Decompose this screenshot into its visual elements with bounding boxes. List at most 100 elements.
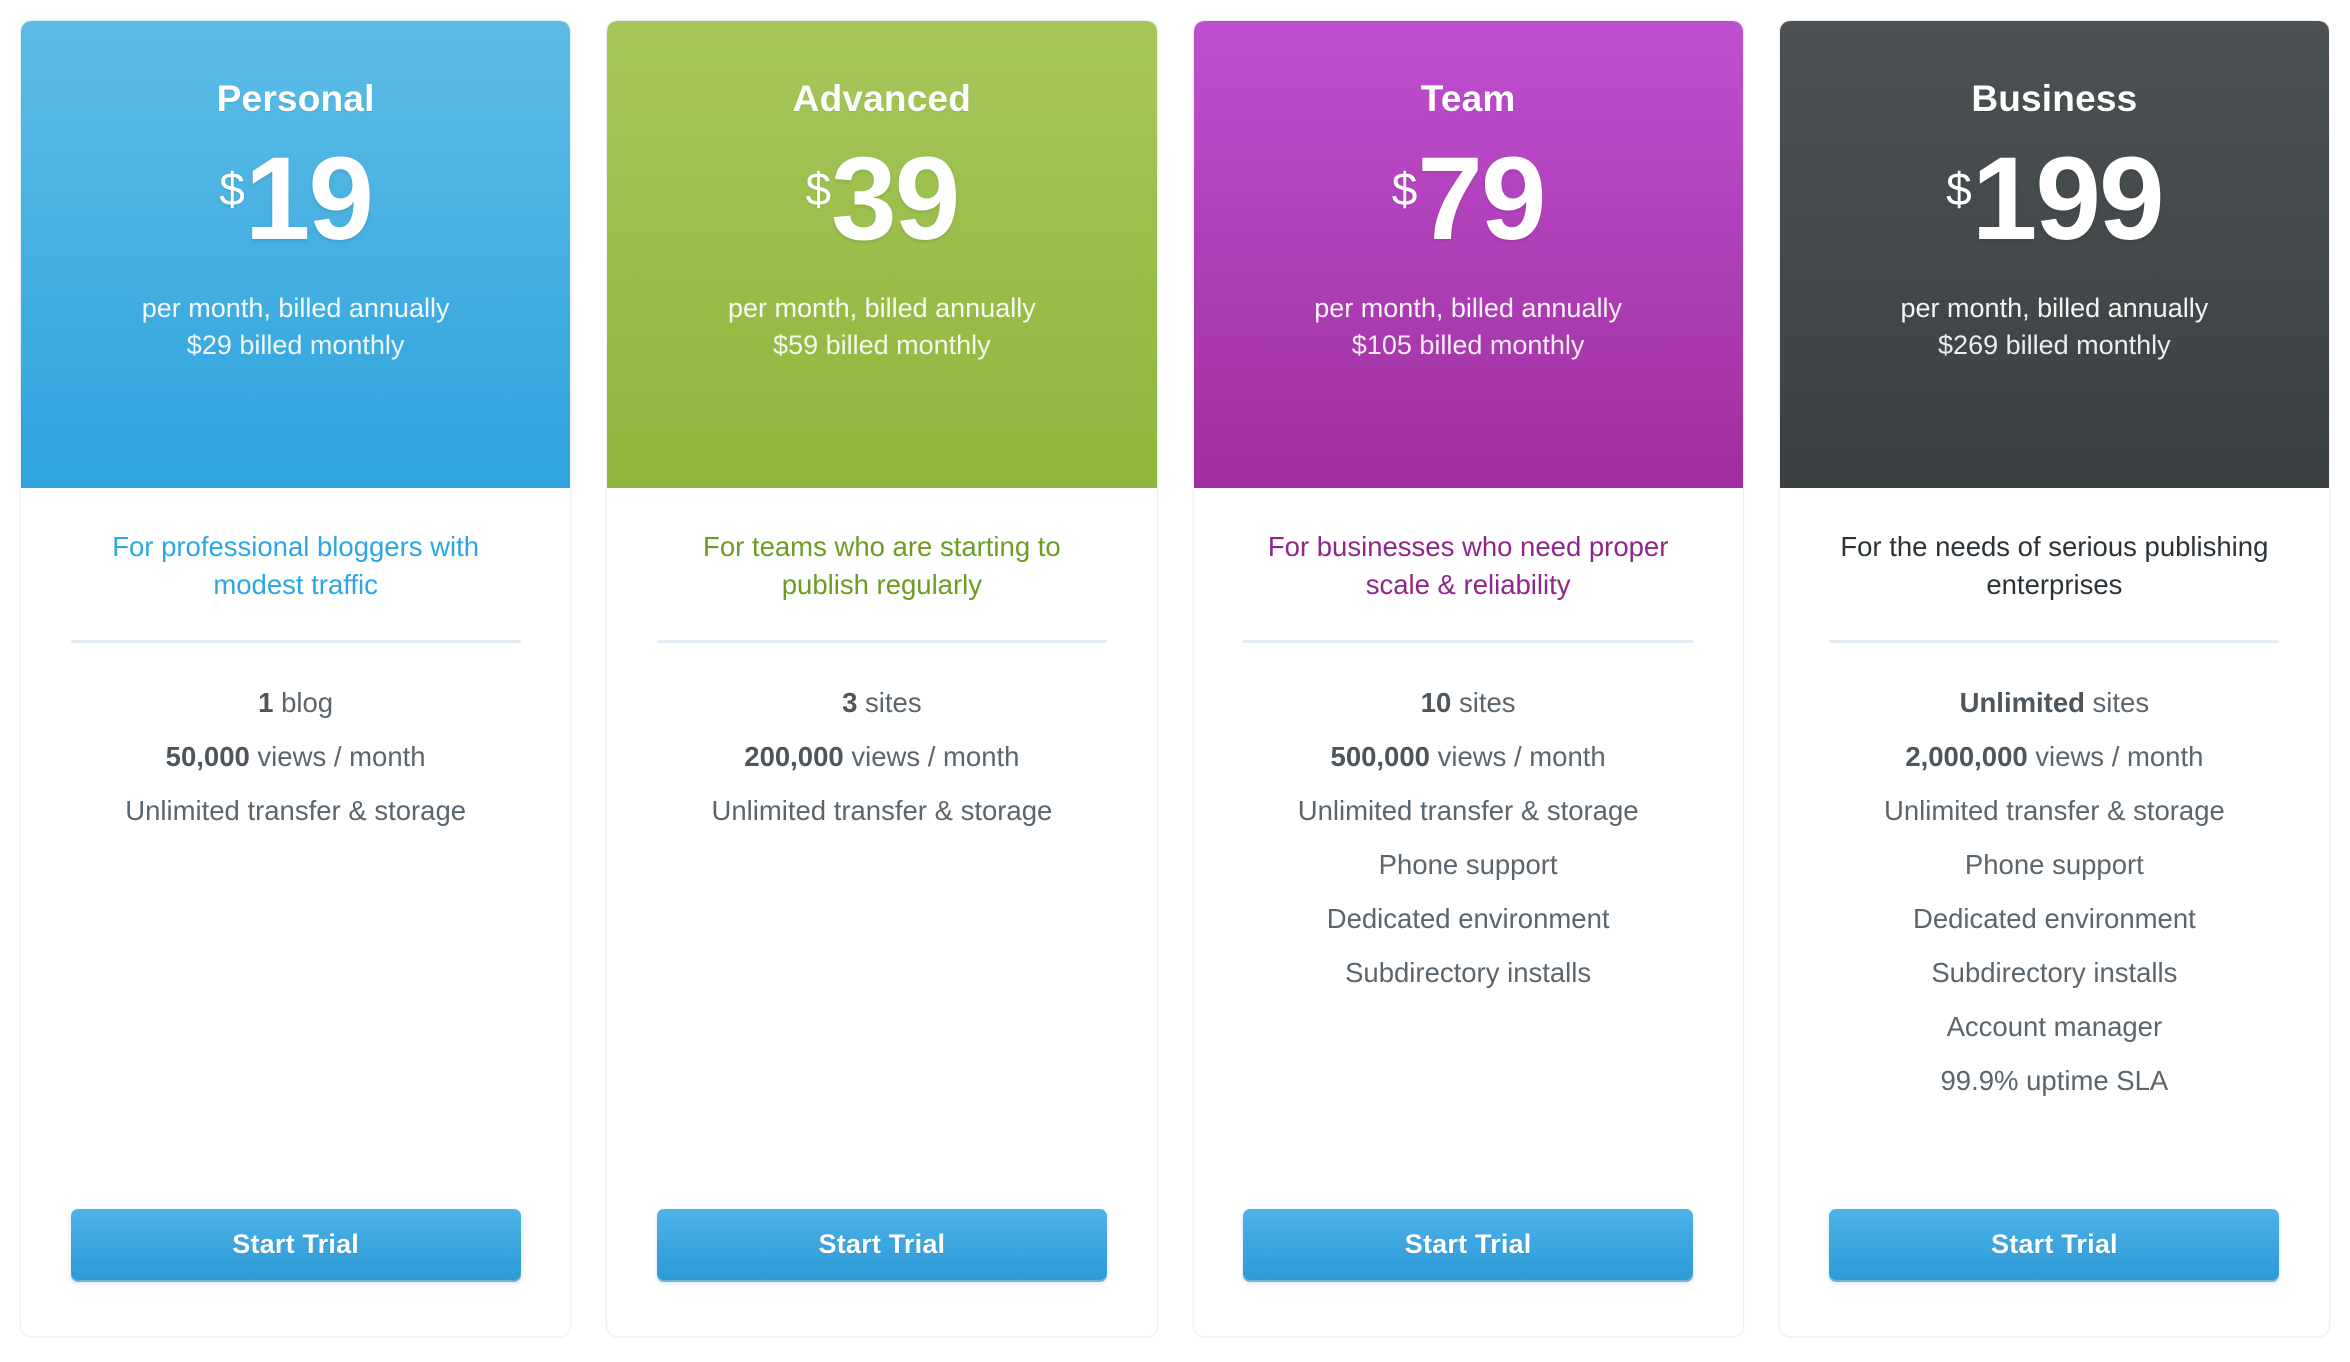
feature-label: Subdirectory installs [1345,956,1592,988]
billing-monthly-note: $105 billed monthly [1351,329,1585,360]
feature-list-item: 10 sites [1228,675,1709,729]
feature-label: views / month [843,740,1020,772]
feature-label: Dedicated environment [1326,902,1610,934]
billing-annual-note: per month, billed annually [1900,293,2209,323]
feature-list-item: Unlimited transfer & storage [641,783,1122,837]
feature-label: views / month [1429,740,1606,772]
plan-tagline: For professional bloggers with modest tr… [112,531,480,600]
billing-monthly-note: $59 billed monthly [773,329,991,360]
feature-value: 1 [258,686,274,718]
price-amount: 39 [831,133,960,265]
price-amount: 199 [1971,133,2165,265]
feature-value: 500,000 [1330,740,1430,772]
currency-symbol: $ [1946,163,1972,215]
feature-label: blog [273,686,334,718]
billing-annual-note: per month, billed annually [141,293,450,323]
feature-list: 1 blog 50,000 views / month Unlimited tran… [55,675,536,837]
feature-label: Unlimited transfer & storage [1297,794,1639,826]
feature-list-item: Dedicated environment [1814,891,2295,945]
feature-label: sites [1451,686,1516,718]
section-divider [656,640,1107,644]
pricing-card-body: For the needs of serious publishing ente… [1780,488,2329,1336]
feature-list-item: Unlimited transfer & storage [1814,783,2295,837]
feature-label: Unlimited transfer & storage [1883,794,2225,826]
plan-price: $39 [805,133,960,265]
feature-label: sites [2084,686,2150,718]
feature-list: Unlimited sites 2,000,000 views / month Un… [1814,675,2295,1107]
plan-price: $199 [1946,133,2165,265]
feature-list: 10 sites 500,000 views / month Unlimited t… [1228,675,1709,999]
feature-list-item: Unlimited transfer & storage [55,783,536,837]
feature-list-item: 99.9% uptime SLA [1814,1053,2295,1107]
feature-label: Account manager [1946,1010,2163,1042]
plan-price: $19 [219,133,374,265]
price-amount: 19 [244,133,374,265]
pricing-card: Personal $19 per month, billed annually $29… [20,20,572,1337]
currency-symbol: $ [219,163,245,215]
billing-annual-note: per month, billed annually [728,293,1036,323]
billing-note: per month, billed annually $59 billed mon… [728,290,1036,363]
feature-list-item: 50,000 views / month [55,729,536,783]
section-divider [1829,640,2280,644]
feature-value: 10 [1420,686,1452,718]
plan-name: Team [1420,78,1516,119]
plan-price: $79 [1391,133,1547,265]
feature-label: Phone support [1964,848,2144,880]
billing-note: per month, billed annually $105 billed mo… [1314,290,1622,363]
pricing-card-body: For teams who are starting to publish re… [607,488,1156,1336]
currency-symbol: $ [1391,163,1418,215]
feature-list: 3 sites 200,000 views / month Unlimited tr… [641,675,1122,837]
pricing-card-body: For businesses who need proper scale & r… [1194,488,1743,1336]
billing-note: per month, billed annually $29 billed mon… [142,290,450,363]
feature-label: Dedicated environment [1912,902,2196,934]
feature-value: 200,000 [744,740,844,772]
plan-name: Business [1971,78,2138,119]
feature-label: Unlimited transfer & storage [711,794,1053,826]
start-trial-button[interactable]: Start Trial [1829,1209,2280,1280]
currency-symbol: $ [805,163,832,215]
section-divider [70,640,521,644]
feature-list-item: Subdirectory installs [1228,945,1709,999]
feature-value: 50,000 [165,740,250,772]
start-trial-button[interactable]: Start Trial [656,1209,1107,1280]
feature-list-item: Dedicated environment [1228,891,1709,945]
feature-list-item: 1 blog [55,675,536,729]
pricing-card: Advanced $39 per month, billed annually $59… [606,20,1158,1337]
feature-value: 3 [842,686,858,718]
feature-list-item: 500,000 views / month [1228,729,1709,783]
pricing-card: Team $79 per month, billed annually $105 bi… [1192,20,1744,1337]
plan-tagline: For businesses who need proper scale & r… [1267,531,1669,600]
section-divider [1243,640,1694,644]
pricing-card-body: For professional bloggers with modest tr… [21,488,570,1336]
plan-name: Personal [216,78,375,119]
pricing-card-header: Advanced $39 per month, billed annually $59… [607,21,1157,488]
feature-list-item: Unlimited transfer & storage [1228,783,1709,837]
start-trial-button[interactable]: Start Trial [1243,1209,1694,1280]
pricing-card-header: Personal $19 per month, billed annually $29… [21,21,571,488]
feature-list-item: 3 sites [641,675,1122,729]
billing-note: per month, billed annually $269 billed mo… [1901,290,2209,363]
feature-list-item: Account manager [1814,999,2295,1053]
pricing-card-header: Team $79 per month, billed annually $105 bi… [1193,21,1743,488]
feature-list-item: Subdirectory installs [1814,945,2295,999]
plan-tagline: For the needs of serious publishing ente… [1840,531,2269,600]
feature-label: Unlimited transfer & storage [125,794,467,826]
pricing-card-header: Business $199 per month, billed annually $2… [1779,21,2329,488]
plan-name: Advanced [792,78,972,119]
start-trial-button[interactable]: Start Trial [70,1209,521,1280]
feature-label: views / month [2027,740,2204,772]
feature-list-item: 2,000,000 views / month [1814,729,2295,783]
price-amount: 79 [1417,133,1546,265]
billing-monthly-note: $269 billed monthly [1938,329,2171,360]
feature-list-item: Phone support [1814,837,2295,891]
feature-label: views / month [249,740,426,772]
feature-label: 99.9% uptime SLA [1940,1064,2169,1096]
feature-label: sites [857,686,922,718]
feature-list-item: 200,000 views / month [641,729,1122,783]
feature-value: Unlimited [1959,686,2085,718]
plan-tagline: For teams who are starting to publish re… [703,531,1061,600]
billing-monthly-note: $29 billed monthly [186,329,405,360]
feature-label: Phone support [1378,848,1558,880]
feature-list-item: Phone support [1228,837,1709,891]
